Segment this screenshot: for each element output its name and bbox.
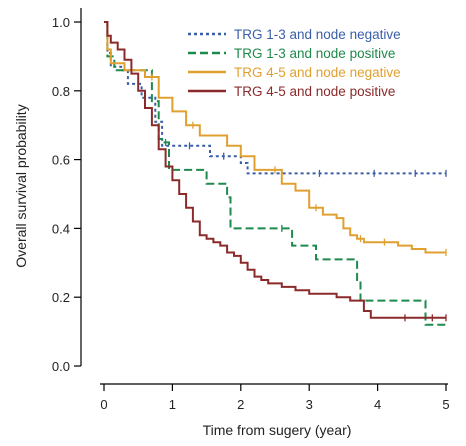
series-line-4: [104, 21, 446, 319]
series-line-3: [104, 21, 446, 254]
x-tick-label: 0: [100, 397, 107, 412]
y-tick-label: 1.0: [52, 15, 70, 30]
x-axis-label: Time from sugery (year): [203, 422, 352, 438]
legend-label-4: TRG 4-5 and node positive: [234, 84, 395, 99]
ticks: 0.0 0.2 0.4 0.6 0.8 1.0 0 1 2 3 4 5: [52, 15, 450, 412]
x-tick-label: 4: [374, 397, 381, 412]
legend: TRG 1-3 and node negative TRG 1-3 and nod…: [188, 27, 401, 99]
y-tick-label: 0.4: [52, 221, 70, 236]
legend-label-2: TRG 1-3 and node positive: [234, 46, 395, 61]
legend-label-3: TRG 4-5 and node negative: [234, 65, 401, 80]
series-line-1: [104, 21, 446, 175]
x-tick-label: 2: [237, 397, 244, 412]
y-tick-label: 0.2: [52, 290, 70, 305]
x-tick-label: 3: [306, 397, 313, 412]
axes: [80, 8, 448, 385]
y-tick-label: 0.0: [52, 359, 70, 374]
x-tick-label: 1: [169, 397, 176, 412]
y-tick-label: 0.6: [52, 153, 70, 168]
y-tick-label: 0.8: [52, 84, 70, 99]
series-layer: [104, 21, 447, 326]
x-tick-label: 5: [442, 397, 449, 412]
legend-label-1: TRG 1-3 and node negative: [234, 27, 401, 42]
y-axis-label: Overall survival probability: [13, 104, 29, 267]
